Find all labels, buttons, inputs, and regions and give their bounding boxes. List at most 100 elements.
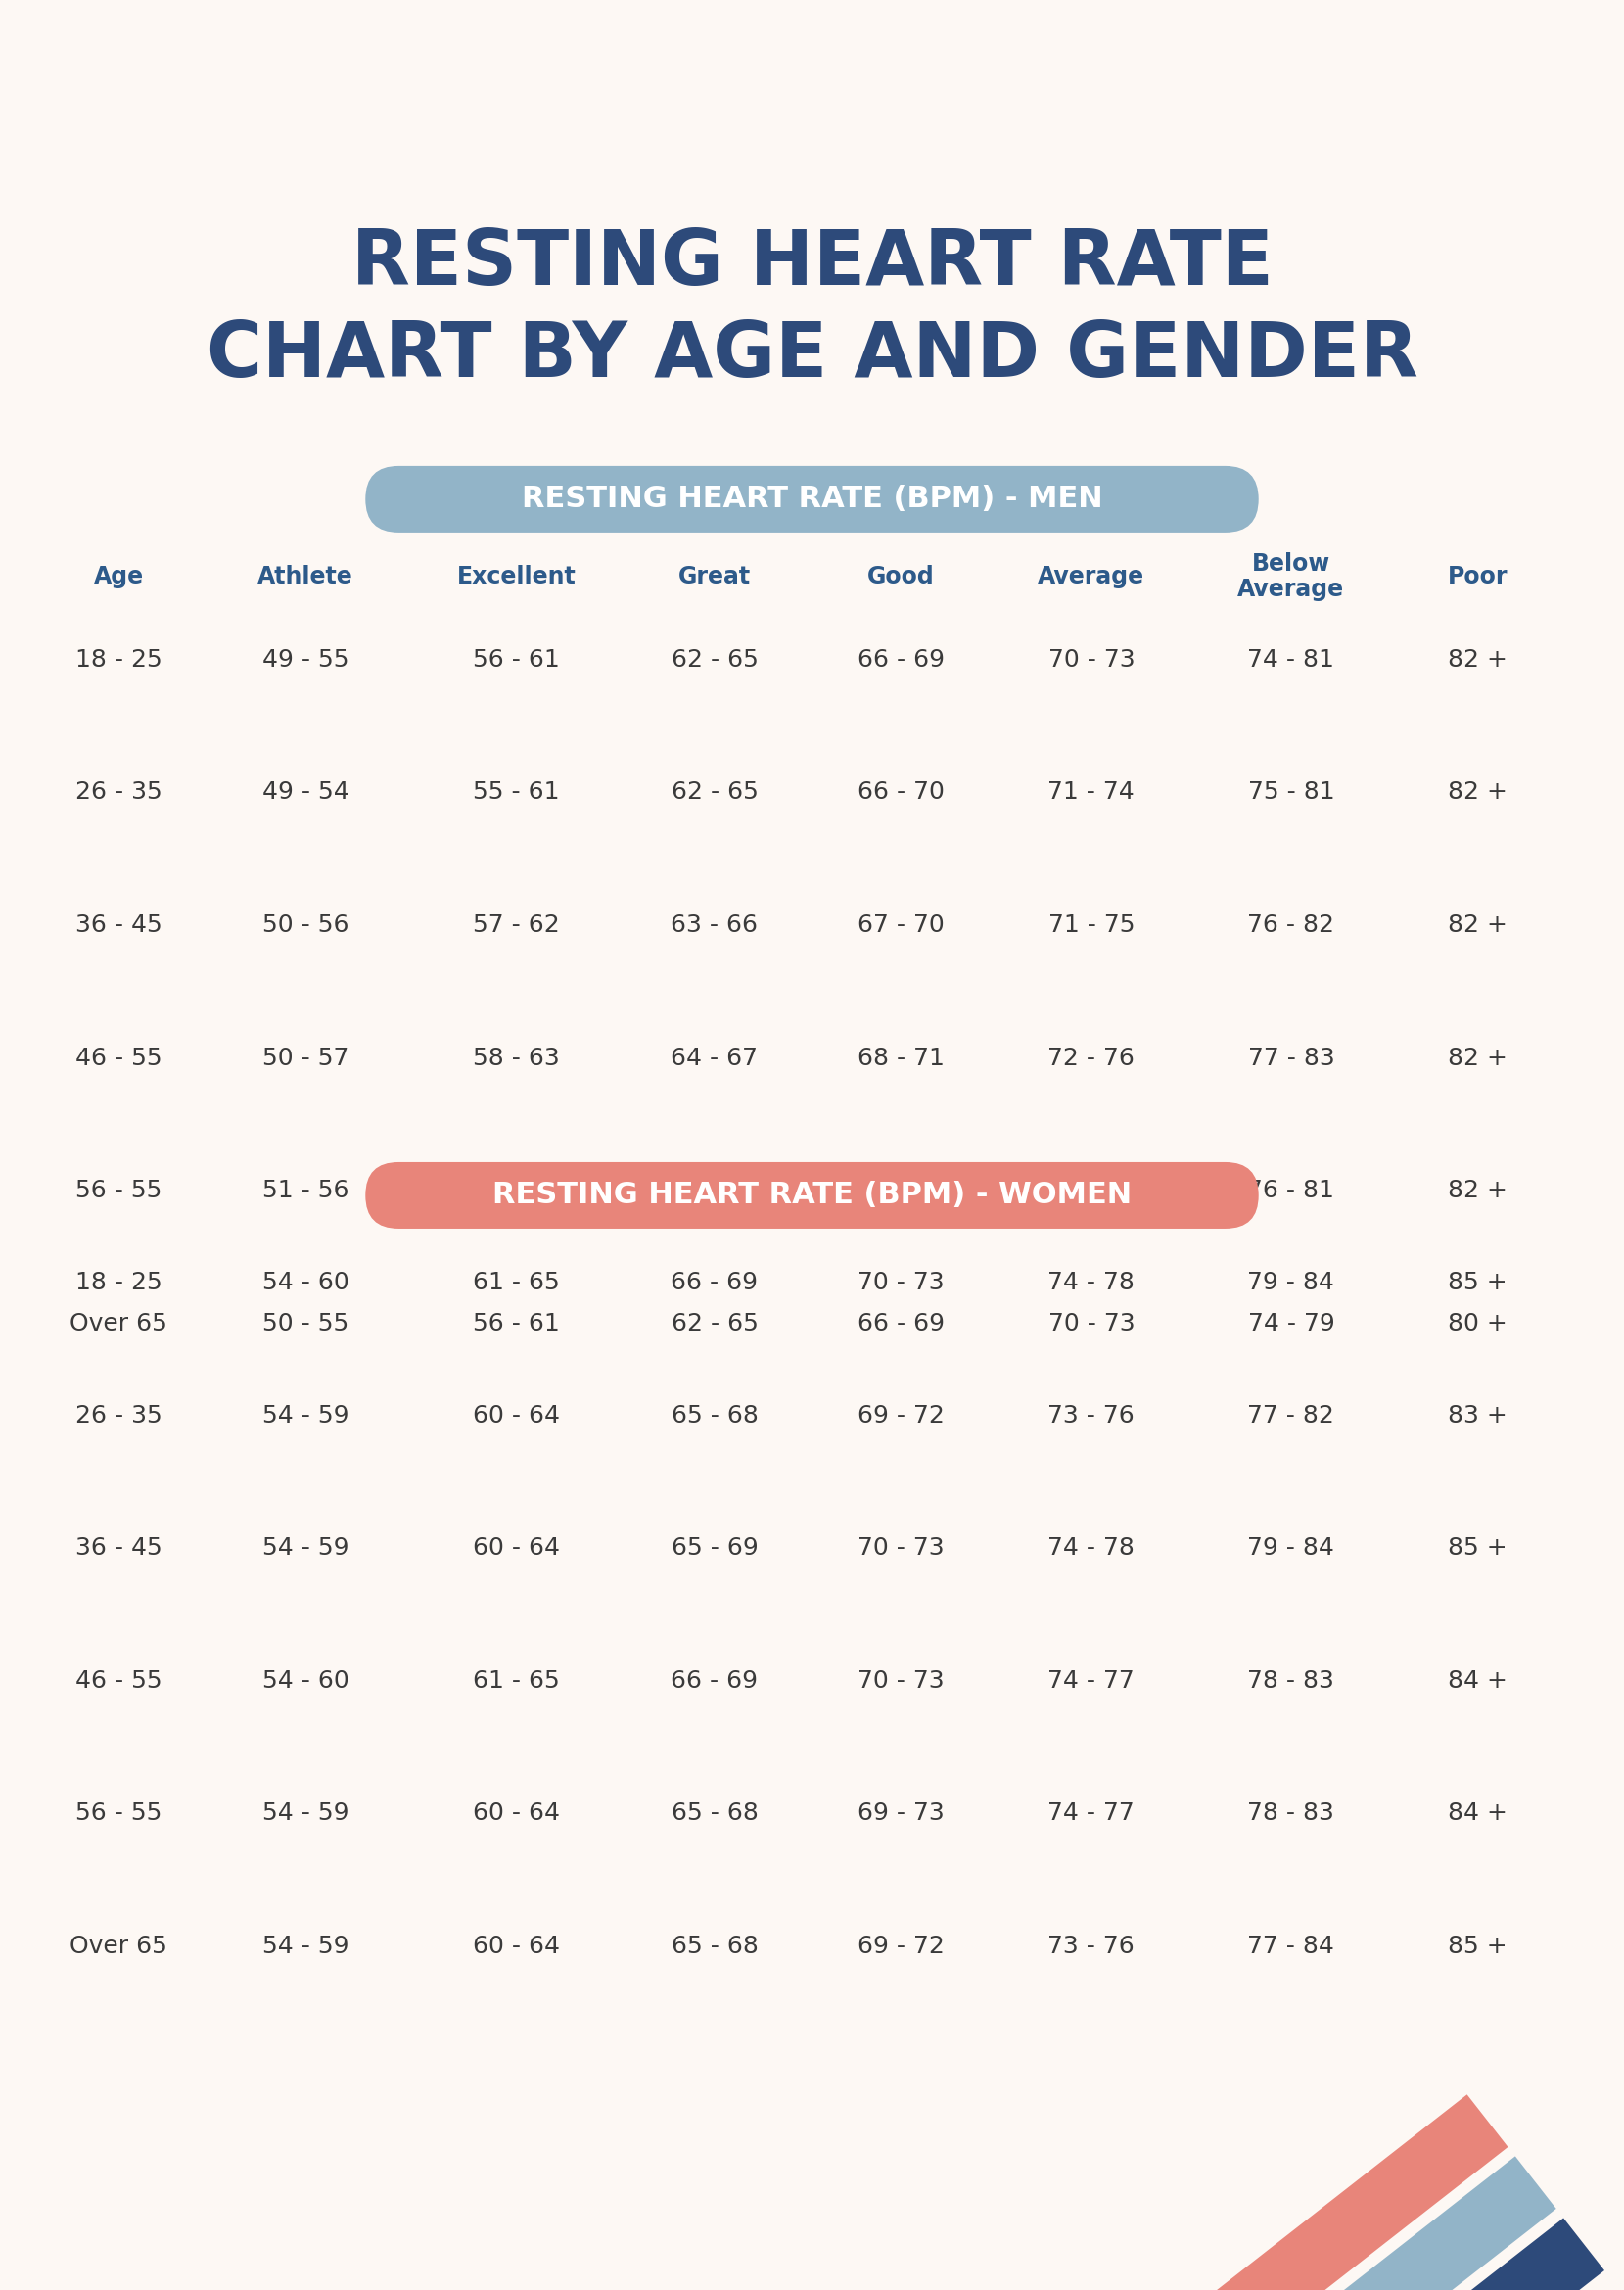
Text: Below: Below (1252, 552, 1330, 577)
Text: 82 +: 82 + (1449, 648, 1507, 671)
Text: 74 - 79: 74 - 79 (1247, 1312, 1335, 1335)
Text: 60 - 64: 60 - 64 (473, 1802, 560, 1825)
Text: 64 - 67: 64 - 67 (671, 1047, 758, 1069)
Text: 51 - 56: 51 - 56 (261, 1179, 349, 1202)
Text: 83 +: 83 + (1449, 1404, 1507, 1427)
Text: 55 - 61: 55 - 61 (473, 781, 560, 804)
Text: 79 - 84: 79 - 84 (1247, 1537, 1335, 1559)
Text: 80 +: 80 + (1449, 1312, 1507, 1335)
Text: 76 - 82: 76 - 82 (1247, 914, 1335, 937)
Text: 72 - 76: 72 - 76 (1047, 1047, 1135, 1069)
Text: 58 - 63: 58 - 63 (473, 1047, 560, 1069)
Text: 61 - 65: 61 - 65 (473, 1669, 560, 1692)
Text: 50 - 56: 50 - 56 (261, 914, 349, 937)
Text: 50 - 57: 50 - 57 (261, 1047, 349, 1069)
Text: 56 - 55: 56 - 55 (75, 1802, 162, 1825)
Text: 54 - 59: 54 - 59 (261, 1802, 349, 1825)
Text: 54 - 60: 54 - 60 (261, 1669, 349, 1692)
Text: Age: Age (94, 566, 143, 589)
Text: 66 - 69: 66 - 69 (857, 1312, 945, 1335)
FancyBboxPatch shape (365, 1161, 1259, 1230)
Text: Great: Great (679, 566, 750, 589)
Text: CHART BY AGE AND GENDER: CHART BY AGE AND GENDER (206, 318, 1418, 392)
Text: Average: Average (1237, 577, 1345, 602)
Text: 70 - 73: 70 - 73 (1047, 648, 1135, 671)
Text: Poor: Poor (1447, 566, 1509, 589)
Text: 75 - 81: 75 - 81 (1247, 781, 1335, 804)
Text: 78 - 83: 78 - 83 (1247, 1802, 1335, 1825)
Polygon shape (1039, 2219, 1605, 2290)
Text: 74 - 78: 74 - 78 (1047, 1537, 1135, 1559)
Text: 60 - 64: 60 - 64 (473, 1537, 560, 1559)
Text: 56 - 55: 56 - 55 (75, 1179, 162, 1202)
Text: 57 - 62: 57 - 62 (473, 914, 560, 937)
Text: 82 +: 82 + (1449, 1179, 1507, 1202)
Text: RESTING HEART RATE: RESTING HEART RATE (351, 227, 1273, 300)
Text: 71 - 74: 71 - 74 (1047, 781, 1135, 804)
Text: 60 - 64: 60 - 64 (473, 1404, 560, 1427)
Text: 62 - 65: 62 - 65 (671, 1312, 758, 1335)
Text: 73 - 76: 73 - 76 (1047, 1404, 1135, 1427)
Text: 76 - 81: 76 - 81 (1247, 1179, 1335, 1202)
Text: 84 +: 84 + (1449, 1802, 1507, 1825)
Text: 62 - 67: 62 - 67 (671, 1179, 758, 1202)
Text: 56 - 61: 56 - 61 (473, 1312, 560, 1335)
FancyBboxPatch shape (365, 465, 1259, 534)
Text: 66 - 69: 66 - 69 (671, 1271, 758, 1294)
Text: 74 - 77: 74 - 77 (1047, 1802, 1135, 1825)
Text: 69 - 72: 69 - 72 (857, 1935, 945, 1958)
Text: RESTING HEART RATE (BPM) - WOMEN: RESTING HEART RATE (BPM) - WOMEN (492, 1182, 1132, 1209)
Text: 73 - 76: 73 - 76 (1047, 1935, 1135, 1958)
Text: 69 - 72: 69 - 72 (857, 1404, 945, 1427)
Text: 77 - 84: 77 - 84 (1247, 1935, 1335, 1958)
Text: 67 - 70: 67 - 70 (857, 914, 945, 937)
Polygon shape (991, 2157, 1556, 2290)
Text: Good: Good (867, 566, 935, 589)
Polygon shape (942, 2095, 1509, 2290)
Text: 36 - 45: 36 - 45 (75, 914, 162, 937)
Text: 26 - 35: 26 - 35 (75, 1404, 162, 1427)
Text: Athlete: Athlete (258, 566, 352, 589)
Text: 61 - 65: 61 - 65 (473, 1271, 560, 1294)
Text: 77 - 83: 77 - 83 (1247, 1047, 1335, 1069)
Text: 26 - 35: 26 - 35 (75, 781, 162, 804)
Text: 36 - 45: 36 - 45 (75, 1537, 162, 1559)
Text: 62 - 65: 62 - 65 (671, 781, 758, 804)
Text: 54 - 59: 54 - 59 (261, 1404, 349, 1427)
Text: 70 - 73: 70 - 73 (857, 1669, 945, 1692)
Text: 69 - 73: 69 - 73 (857, 1802, 945, 1825)
Text: 70 - 73: 70 - 73 (1047, 1312, 1135, 1335)
Text: 84 +: 84 + (1449, 1669, 1507, 1692)
Text: 49 - 54: 49 - 54 (261, 781, 349, 804)
Text: 68 - 71: 68 - 71 (857, 1047, 945, 1069)
Text: Over 65: Over 65 (70, 1312, 167, 1335)
Text: Average: Average (1038, 566, 1145, 589)
Text: 78 - 83: 78 - 83 (1247, 1669, 1335, 1692)
Text: 18 - 25: 18 - 25 (75, 1271, 162, 1294)
Text: 54 - 60: 54 - 60 (261, 1271, 349, 1294)
Text: 54 - 59: 54 - 59 (261, 1537, 349, 1559)
Text: 62 - 65: 62 - 65 (671, 648, 758, 671)
Text: 18 - 25: 18 - 25 (75, 648, 162, 671)
Text: 74 - 77: 74 - 77 (1047, 1669, 1135, 1692)
Text: 46 - 55: 46 - 55 (75, 1669, 162, 1692)
Text: 85 +: 85 + (1449, 1271, 1507, 1294)
Text: 54 - 59: 54 - 59 (261, 1935, 349, 1958)
Text: 85 +: 85 + (1449, 1935, 1507, 1958)
Text: 85 +: 85 + (1449, 1537, 1507, 1559)
Text: 60 - 64: 60 - 64 (473, 1935, 560, 1958)
Text: Excellent: Excellent (456, 566, 577, 589)
Text: 46 - 55: 46 - 55 (75, 1047, 162, 1069)
Text: 72 - 75: 72 - 75 (1047, 1179, 1135, 1202)
Text: RESTING HEART RATE (BPM) - MEN: RESTING HEART RATE (BPM) - MEN (521, 485, 1103, 513)
Text: 70 - 73: 70 - 73 (857, 1537, 945, 1559)
Text: 50 - 55: 50 - 55 (261, 1312, 349, 1335)
Text: 77 - 82: 77 - 82 (1247, 1404, 1335, 1427)
Text: 63 - 66: 63 - 66 (671, 914, 758, 937)
Text: 74 - 78: 74 - 78 (1047, 1271, 1135, 1294)
Text: 70 - 73: 70 - 73 (857, 1271, 945, 1294)
Text: 82 +: 82 + (1449, 781, 1507, 804)
Text: 65 - 69: 65 - 69 (671, 1537, 758, 1559)
Text: 82 +: 82 + (1449, 1047, 1507, 1069)
Text: 65 - 68: 65 - 68 (671, 1935, 758, 1958)
